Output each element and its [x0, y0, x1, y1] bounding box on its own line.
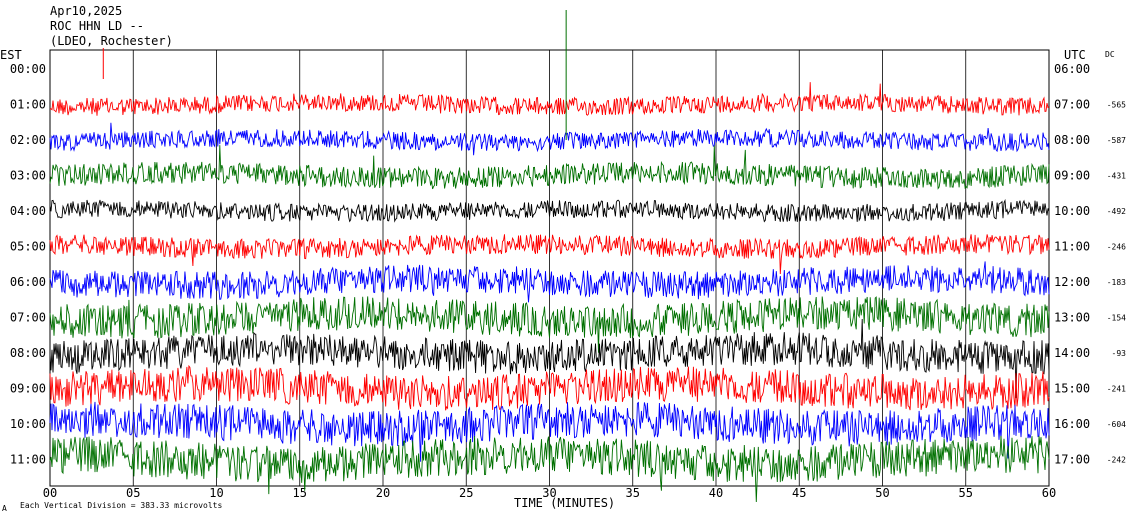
est-time-label: 03:00 — [10, 169, 46, 183]
x-tick-label: 60 — [1042, 486, 1056, 500]
dc-offset-label: -241 — [1107, 385, 1126, 394]
dc-offset-label: -242 — [1107, 456, 1126, 465]
est-time-label: 02:00 — [10, 133, 46, 147]
est-time-label: 01:00 — [10, 98, 46, 112]
x-tick-label: 10 — [209, 486, 223, 500]
header-station: ROC HHN LD -- — [50, 19, 144, 33]
est-time-label: 10:00 — [10, 417, 46, 431]
utc-time-label: 12:00 — [1054, 275, 1090, 289]
dc-offset-label: -154 — [1107, 314, 1126, 323]
est-time-label: 11:00 — [10, 453, 46, 467]
utc-time-label: 16:00 — [1054, 417, 1090, 431]
dc-offset-label: -587 — [1107, 136, 1126, 145]
dc-label: DC — [1105, 50, 1115, 59]
utc-time-label: 17:00 — [1054, 453, 1090, 467]
est-time-label: 04:00 — [10, 204, 46, 218]
x-tick-label: 55 — [959, 486, 973, 500]
utc-time-label: 07:00 — [1054, 98, 1090, 112]
x-tick-label: 20 — [376, 486, 390, 500]
utc-time-label: 11:00 — [1054, 240, 1090, 254]
trace-green — [49, 296, 1050, 353]
header-network: (LDEO, Rochester) — [50, 34, 173, 48]
dc-offset-label: -246 — [1107, 243, 1126, 252]
x-tick-label: 25 — [459, 486, 473, 500]
dc-offset-label: -93 — [1112, 349, 1127, 358]
trace-black — [49, 198, 1050, 223]
x-tick-label: 50 — [875, 486, 889, 500]
utc-time-label: 08:00 — [1054, 133, 1090, 147]
x-tick-label: 30 — [542, 486, 556, 500]
x-tick-label: 05 — [126, 486, 140, 500]
trace-red — [49, 364, 1050, 411]
utc-time-label: 09:00 — [1054, 169, 1090, 183]
trace-blue — [49, 122, 1050, 156]
trace-blue — [49, 261, 1050, 303]
dc-offset-label: -604 — [1107, 420, 1126, 429]
header-date: Apr10,2025 — [50, 4, 123, 18]
trace-red — [49, 82, 1050, 116]
corner-mark: A — [2, 504, 7, 513]
est-time-label: 07:00 — [10, 311, 46, 325]
x-tick-label: 45 — [792, 486, 806, 500]
est-time-label: 08:00 — [10, 346, 46, 360]
x-tick-label: 35 — [626, 486, 640, 500]
est-time-label: 00:00 — [10, 62, 46, 76]
utc-time-label: 14:00 — [1054, 346, 1090, 360]
trace-red — [49, 234, 1050, 275]
scale-text: Each Vertical Division = 383.33 microvol… — [20, 501, 223, 510]
dc-offset-label: -183 — [1107, 278, 1126, 287]
utc-time-label: 06:00 — [1054, 62, 1090, 76]
trace-green — [49, 435, 1050, 503]
trace-green — [49, 145, 1050, 190]
x-tick-label: 00 — [43, 486, 57, 500]
x-tick-label: 15 — [293, 486, 307, 500]
dc-offset-label: -565 — [1107, 101, 1126, 110]
utc-time-label: 13:00 — [1054, 311, 1090, 325]
x-tick-label: 40 — [709, 486, 723, 500]
left-axis-label: EST — [0, 48, 22, 62]
dc-offset-label: -492 — [1107, 207, 1126, 216]
trace-black — [49, 318, 1050, 399]
x-axis-label: TIME (MINUTES) — [514, 496, 616, 510]
est-time-label: 05:00 — [10, 240, 46, 254]
trace-blue — [49, 401, 1050, 462]
dc-offset-label: -431 — [1107, 172, 1126, 181]
right-axis-label: UTC — [1064, 48, 1086, 62]
est-time-label: 09:00 — [10, 382, 46, 396]
utc-time-label: 15:00 — [1054, 382, 1090, 396]
utc-time-label: 10:00 — [1054, 204, 1090, 218]
est-time-label: 06:00 — [10, 275, 46, 289]
